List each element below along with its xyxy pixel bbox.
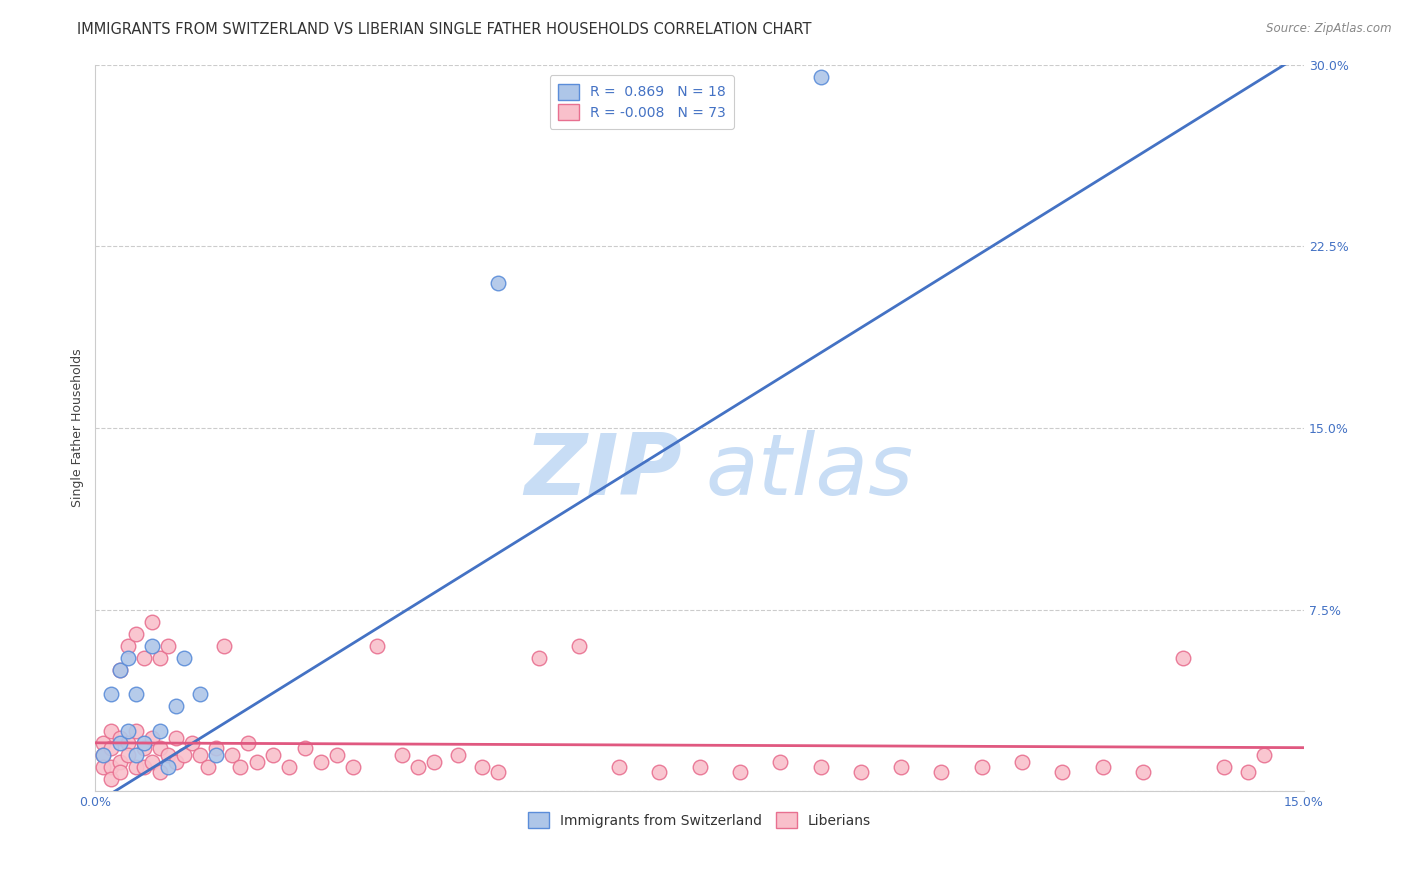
Point: [108, 663, 131, 677]
Point: [277, 760, 299, 774]
Point: [165, 755, 187, 769]
Point: [229, 760, 252, 774]
Point: [100, 740, 122, 755]
Point: [326, 747, 349, 762]
Point: [108, 731, 131, 745]
Point: [197, 760, 219, 774]
Point: [100, 772, 122, 786]
Point: [156, 639, 179, 653]
Point: [149, 740, 172, 755]
Text: ZIP: ZIP: [524, 430, 682, 513]
Point: [931, 764, 953, 779]
Point: [769, 755, 792, 769]
Point: [970, 760, 993, 774]
Point: [117, 639, 139, 653]
Point: [648, 764, 671, 779]
Point: [342, 760, 364, 774]
Point: [156, 747, 179, 762]
Point: [294, 740, 316, 755]
Point: [141, 639, 163, 653]
Point: [366, 639, 388, 653]
Point: [100, 687, 122, 701]
Point: [165, 699, 187, 714]
Point: [132, 651, 155, 665]
Point: [527, 651, 550, 665]
Point: [890, 760, 912, 774]
Point: [423, 755, 446, 769]
Point: [810, 760, 832, 774]
Point: [188, 747, 211, 762]
Point: [149, 723, 172, 738]
Point: [486, 276, 509, 290]
Point: [205, 740, 228, 755]
Point: [1091, 760, 1114, 774]
Point: [262, 747, 284, 762]
Point: [117, 747, 139, 762]
Text: atlas: atlas: [706, 430, 914, 513]
Point: [108, 663, 131, 677]
Point: [93, 747, 115, 762]
Y-axis label: Single Father Households: Single Father Households: [72, 349, 84, 508]
Point: [100, 760, 122, 774]
Text: Source: ZipAtlas.com: Source: ZipAtlas.com: [1267, 22, 1392, 36]
Point: [1052, 764, 1074, 779]
Point: [1173, 651, 1195, 665]
Point: [108, 764, 131, 779]
Point: [132, 760, 155, 774]
Point: [124, 627, 146, 641]
Point: [93, 736, 115, 750]
Point: [471, 760, 494, 774]
Point: [849, 764, 872, 779]
Point: [607, 760, 630, 774]
Point: [93, 747, 115, 762]
Point: [486, 764, 509, 779]
Point: [188, 687, 211, 701]
Point: [221, 747, 243, 762]
Point: [728, 764, 751, 779]
Point: [1212, 760, 1234, 774]
Point: [689, 760, 711, 774]
Point: [117, 723, 139, 738]
Point: [245, 755, 267, 769]
Point: [117, 651, 139, 665]
Point: [117, 736, 139, 750]
Point: [141, 615, 163, 629]
Text: IMMIGRANTS FROM SWITZERLAND VS LIBERIAN SINGLE FATHER HOUSEHOLDS CORRELATION CHA: IMMIGRANTS FROM SWITZERLAND VS LIBERIAN …: [77, 22, 811, 37]
Point: [124, 760, 146, 774]
Point: [1253, 747, 1275, 762]
Point: [447, 747, 470, 762]
Point: [149, 764, 172, 779]
Point: [93, 760, 115, 774]
Point: [181, 736, 204, 750]
Point: [391, 747, 413, 762]
Point: [568, 639, 591, 653]
Point: [1132, 764, 1154, 779]
Point: [214, 639, 236, 653]
Point: [173, 747, 195, 762]
Point: [100, 723, 122, 738]
Point: [810, 70, 832, 84]
Point: [141, 731, 163, 745]
Point: [1236, 764, 1258, 779]
Point: [132, 740, 155, 755]
Point: [238, 736, 260, 750]
Point: [165, 731, 187, 745]
Point: [1011, 755, 1033, 769]
Point: [309, 755, 332, 769]
Point: [406, 760, 429, 774]
Point: [156, 760, 179, 774]
Point: [124, 687, 146, 701]
Point: [141, 755, 163, 769]
Point: [173, 651, 195, 665]
Point: [108, 755, 131, 769]
Point: [108, 736, 131, 750]
Point: [205, 747, 228, 762]
Point: [149, 651, 172, 665]
Legend: Immigrants from Switzerland, Liberians: Immigrants from Switzerland, Liberians: [522, 805, 879, 835]
Point: [124, 723, 146, 738]
Point: [132, 736, 155, 750]
Point: [124, 747, 146, 762]
